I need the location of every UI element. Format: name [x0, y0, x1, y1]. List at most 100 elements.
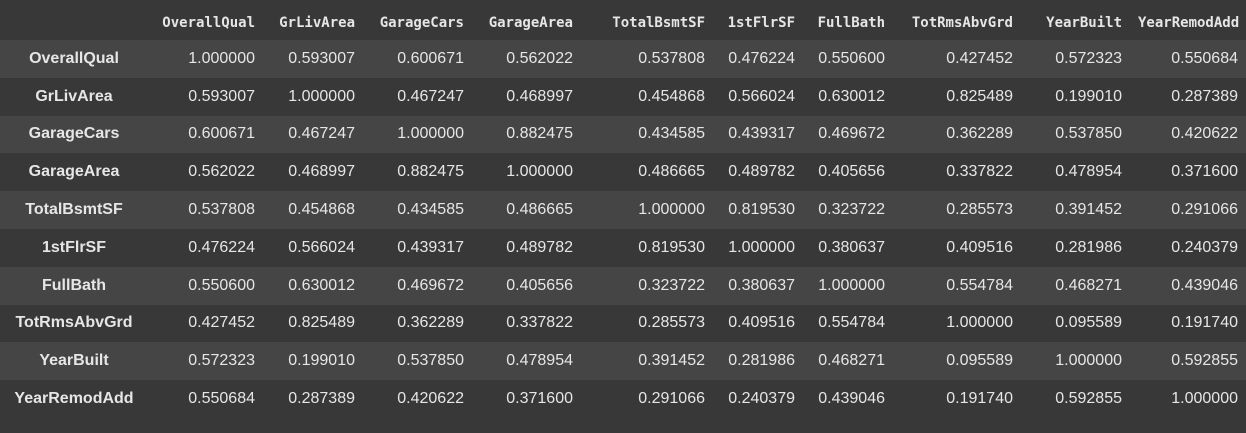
- table-cell: 1.000000: [818, 276, 885, 294]
- table-cell: 0.469672: [818, 125, 885, 143]
- column-header: OverallQual: [148, 5, 263, 40]
- table-cell: 0.825489: [288, 314, 355, 332]
- table-cell: 1.000000: [288, 87, 355, 105]
- row-index-label: YearRemodAdd: [14, 390, 134, 408]
- table-cell: 0.362289: [397, 314, 464, 332]
- row-index-label: YearBuilt: [39, 352, 109, 370]
- table-row: GrLivArea 0.593007 1.000000 0.467247 0.46899…: [0, 77, 1246, 116]
- table-cell: 0.095589: [1055, 314, 1122, 332]
- table-row: YearRemodAdd 0.550684 0.287389 0.420622 0.37…: [0, 380, 1246, 418]
- table-cell: 0.468997: [288, 163, 355, 181]
- row-index-label: OverallQual: [29, 49, 119, 67]
- table-cell: 0.600671: [188, 125, 255, 143]
- column-header: TotRmsAbvGrd: [893, 5, 1021, 40]
- column-header: YearBuilt: [1021, 5, 1130, 40]
- table-cell: 0.572323: [1055, 49, 1122, 67]
- table-cell: 0.391452: [1055, 201, 1122, 219]
- table-cell: 0.337822: [946, 163, 1013, 181]
- table-cell: 0.405656: [506, 276, 573, 294]
- table-cell: 0.630012: [288, 276, 355, 294]
- table-cell: 0.191740: [946, 390, 1013, 408]
- table-cell: 0.550684: [1171, 49, 1238, 67]
- table-header: OverallQual GrLivArea GarageCars GarageArea…: [0, 5, 1246, 40]
- table-cell: 0.199010: [288, 352, 355, 370]
- table-cell: 0.323722: [638, 276, 705, 294]
- table-cell: 0.454868: [638, 87, 705, 105]
- table-cell: 0.291066: [638, 390, 705, 408]
- table-cell: 0.469672: [397, 276, 464, 294]
- column-header: FullBath: [803, 5, 893, 40]
- table-cell: 0.095589: [946, 352, 1013, 370]
- table-cell: 0.287389: [1171, 87, 1238, 105]
- column-header: GrLivArea: [263, 5, 363, 40]
- table-cell: 0.281986: [728, 352, 795, 370]
- table-cell: 0.199010: [1055, 87, 1122, 105]
- table-cell: 0.439046: [818, 390, 885, 408]
- column-header: GarageCars: [363, 5, 472, 40]
- table-cell: 0.486665: [638, 163, 705, 181]
- table-cell: 0.468997: [506, 87, 573, 105]
- column-header: 1stFlrSF: [713, 5, 803, 40]
- table-cell: 0.489782: [728, 163, 795, 181]
- table-cell: 0.434585: [397, 201, 464, 219]
- table-cell: 1.000000: [638, 201, 705, 219]
- table-cell: 0.550600: [188, 276, 255, 294]
- table-cell: 0.439317: [728, 125, 795, 143]
- table-cell: 0.593007: [188, 87, 255, 105]
- table-cell: 0.468271: [818, 352, 885, 370]
- table-cell: 0.882475: [397, 163, 464, 181]
- table-cell: 0.537808: [638, 49, 705, 67]
- table-cell: 0.380637: [818, 238, 885, 256]
- table-cell: 1.000000: [1171, 390, 1238, 408]
- table-cell: 1.000000: [397, 125, 464, 143]
- table-cell: 0.420622: [1171, 125, 1238, 143]
- table-cell: 0.819530: [728, 201, 795, 219]
- table-cell: 0.281986: [1055, 238, 1122, 256]
- table-cell: 1.000000: [1055, 352, 1122, 370]
- table-cell: 0.287389: [288, 390, 355, 408]
- column-header: GarageArea: [472, 5, 581, 40]
- table-cell: 1.000000: [946, 314, 1013, 332]
- table-cell: 0.439317: [397, 238, 464, 256]
- table-cell: 0.454868: [288, 201, 355, 219]
- table-cell: 0.476224: [188, 238, 255, 256]
- table-cell: 0.240379: [728, 390, 795, 408]
- table-cell: 0.550684: [188, 390, 255, 408]
- table-row: 1stFlrSF 0.476224 0.566024 0.439317 0.489782…: [0, 228, 1246, 267]
- table-cell: 0.371600: [1171, 163, 1238, 181]
- index-header-corner: [0, 5, 148, 40]
- table-cell: 0.478954: [506, 352, 573, 370]
- table-cell: 0.476224: [728, 49, 795, 67]
- column-header: TotalBsmtSF: [581, 5, 713, 40]
- table-cell: 0.427452: [946, 49, 1013, 67]
- table-row: OverallQual 1.000000 0.593007 0.600671 0.562…: [0, 40, 1246, 78]
- table-cell: 0.592855: [1055, 390, 1122, 408]
- table-cell: 0.439046: [1171, 276, 1238, 294]
- table-cell: 0.562022: [188, 163, 255, 181]
- table-row: GarageCars 0.600671 0.467247 1.000000 0.8824…: [0, 115, 1246, 154]
- table-cell: 0.489782: [506, 238, 573, 256]
- row-index-label: GarageArea: [28, 163, 120, 181]
- table-cell: 0.486665: [506, 201, 573, 219]
- table-cell: 0.420622: [397, 390, 464, 408]
- table-row: TotalBsmtSF 0.537808 0.454868 0.434585 0.486…: [0, 191, 1246, 229]
- table-cell: 0.537850: [1055, 125, 1122, 143]
- table-cell: 0.537850: [397, 352, 464, 370]
- table-cell: 0.323722: [818, 201, 885, 219]
- table-cell: 0.371600: [506, 390, 573, 408]
- table-cell: 0.478954: [1055, 163, 1122, 181]
- table-cell: 0.380637: [728, 276, 795, 294]
- table-cell: 1.000000: [506, 163, 573, 181]
- table-cell: 0.630012: [818, 87, 885, 105]
- table-cell: 0.550600: [818, 49, 885, 67]
- table-cell: 0.554784: [818, 314, 885, 332]
- row-index-label: GarageCars: [28, 125, 120, 143]
- table-row: GarageArea 0.562022 0.468997 0.882475 1.0000…: [0, 153, 1246, 192]
- table-row: FullBath 0.550600 0.630012 0.469672 0.405656…: [0, 266, 1246, 305]
- table-cell: 0.468271: [1055, 276, 1122, 294]
- table-cell: 0.285573: [946, 201, 1013, 219]
- table-cell: 0.566024: [288, 238, 355, 256]
- table-cell: 0.434585: [638, 125, 705, 143]
- table-cell: 0.562022: [506, 49, 573, 67]
